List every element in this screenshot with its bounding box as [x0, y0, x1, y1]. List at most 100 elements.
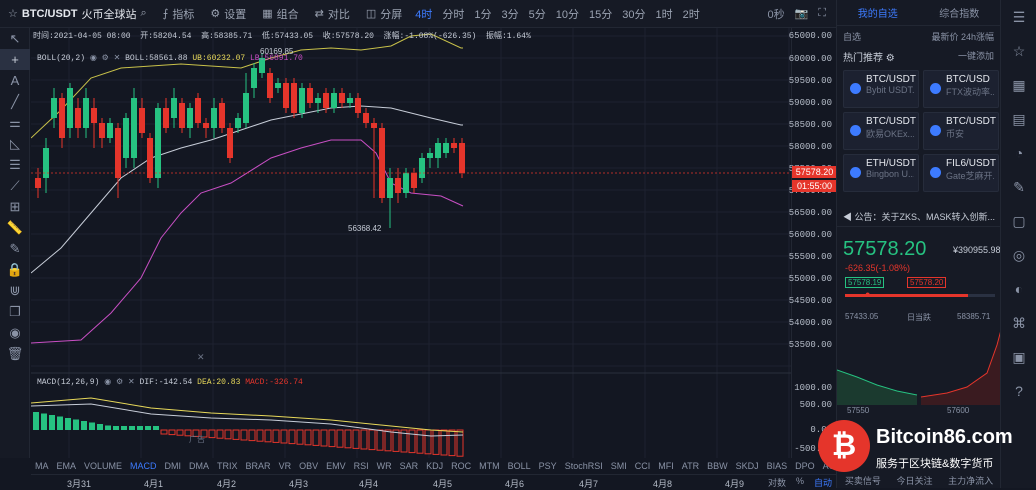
time-axis[interactable]: 对数 % 自动 3月31 4月1 4月2 4月3 4月4 4月5 4月6 4月7 4月8 4月9 [31, 474, 836, 489]
compare-button[interactable]: ⇄ 对比 [314, 8, 350, 21]
chat-icon[interactable]: ▢ [1012, 212, 1026, 229]
inflow-button[interactable]: 主力净流入 [948, 476, 994, 486]
indicator-tab-3[interactable]: MACD [130, 461, 157, 471]
eye-icon[interactable]: ◉ [104, 378, 112, 387]
timeframe-2[interactable]: 1分 [474, 8, 492, 21]
focus-button[interactable]: 今日关注 [896, 476, 933, 486]
check-icon[interactable] [850, 167, 861, 178]
indicator-tab-1[interactable]: EMA [56, 461, 77, 471]
indicator-tab-21[interactable]: CCI [634, 461, 651, 471]
check-icon[interactable] [930, 167, 941, 178]
search-icon[interactable]: ⌕ [140, 7, 147, 19]
tab-watchlist[interactable]: 我的自选 [857, 9, 898, 20]
indicator-tab-9[interactable]: OBV [299, 461, 319, 471]
star-icon[interactable]: ☆ [8, 8, 18, 20]
recommend-card[interactable]: BTC/USDT 欧易OKEx... [843, 112, 919, 150]
timeframe-8[interactable]: 1时 [655, 8, 673, 21]
hline-icon[interactable]: ☰ [9, 156, 21, 172]
boll-legend[interactable]: BOLL(20,2) ◉ ⚙ ✕ BOLL:58561.88 UB:60232.… [37, 54, 303, 63]
magnet-icon[interactable]: ⋓ [9, 282, 21, 298]
split-button[interactable]: ◫ 分屏 [365, 8, 403, 21]
fib-icon[interactable]: ⚌ [9, 114, 21, 130]
eye-icon[interactable]: ◉ [9, 324, 21, 340]
check-icon[interactable] [930, 83, 941, 94]
close-icon[interactable]: ✕ [128, 378, 135, 387]
indicator-tab-13[interactable]: SAR [399, 461, 419, 471]
indicator-tab-11[interactable]: RSI [353, 461, 369, 471]
timeframe-5[interactable]: 10分 [555, 8, 580, 21]
tab-indices[interactable]: 综合指数 [939, 9, 980, 20]
ruler-icon[interactable]: 📏 [6, 219, 24, 235]
text-icon[interactable]: A [10, 73, 20, 88]
indicator-tab-15[interactable]: ROC [451, 461, 472, 471]
recommend-card[interactable]: BTC/USDT 币安 [923, 112, 999, 150]
signal-button[interactable]: 买卖信号 [844, 476, 881, 486]
percent-scale-toggle[interactable]: % [795, 476, 804, 486]
timeframe-7[interactable]: 30分 [622, 8, 646, 21]
log-scale-toggle[interactable]: 对数 [767, 478, 786, 488]
indicator-tab-17[interactable]: BOLL [507, 461, 531, 471]
recommend-card[interactable]: BTC/USD FTX波动率... [923, 70, 999, 108]
auto-scale-toggle[interactable]: 自动 [813, 478, 832, 488]
indicator-tab-27[interactable]: DPO [795, 461, 815, 471]
indicator-tab-4[interactable]: DMI [164, 461, 182, 471]
indicator-tab-8[interactable]: VR [278, 461, 292, 471]
gear-icon[interactable]: ⚙ [101, 54, 109, 63]
indicator-tab-20[interactable]: SMI [610, 461, 627, 471]
camera-icon[interactable]: 📷 [794, 8, 809, 20]
eye-icon[interactable]: ◉ [89, 54, 97, 63]
timeframe-1[interactable]: 分时 [442, 8, 465, 21]
macd-legend[interactable]: MACD(12,26,9) ◉ ⚙ ✕ DIF:-142.54 DEA:20.8… [37, 378, 303, 387]
symbol-selector[interactable]: ☆ BTC/USDT 火币全球站 ⌕ [8, 7, 147, 21]
pattern-icon[interactable]: ⟋ [10, 177, 20, 193]
check-icon[interactable] [850, 83, 861, 94]
timeframe-6[interactable]: 15分 [589, 8, 613, 21]
indicator-tab-10[interactable]: EMV [326, 461, 346, 471]
indicator-tab-24[interactable]: BBW [707, 461, 728, 471]
pro-icon[interactable]: ▣ [1012, 348, 1026, 365]
gear-icon[interactable]: ⚙ [885, 53, 895, 64]
measure-icon[interactable]: ⊞ [9, 198, 21, 214]
indicator-tab-19[interactable]: StochRSI [564, 461, 603, 471]
compass-icon[interactable]: ◐ [1014, 281, 1024, 297]
lock-icon[interactable]: 🔒 [6, 261, 24, 277]
globe-icon[interactable]: ◎ [1012, 246, 1026, 263]
report-icon[interactable]: ▤ [1012, 110, 1026, 127]
price-chart[interactable]: 60169.85 56368.42 广告 ✕ [31, 28, 791, 458]
indicators-button[interactable]: ⨍ 指标 [162, 8, 195, 21]
recommend-card[interactable]: FIL6/USDT Gate芝麻开... [923, 154, 999, 192]
indicator-tab-22[interactable]: MFI [658, 461, 674, 471]
close-icon[interactable]: ✕ [113, 54, 121, 63]
help-icon[interactable]: ? [1015, 383, 1023, 399]
signal-icon[interactable]: ⌘ [1012, 314, 1026, 331]
indicator-tab-25[interactable]: SKDJ [735, 461, 759, 471]
indicator-tab-0[interactable]: MA [35, 461, 49, 471]
timeframe-0[interactable]: 4时 [415, 8, 433, 21]
indicator-tab-5[interactable]: DMA [189, 461, 210, 471]
check-icon[interactable] [930, 125, 941, 136]
indicator-tab-23[interactable]: ATR [681, 461, 700, 471]
settings-button[interactable]: ⚙ 设置 [210, 8, 247, 21]
indicator-tab-26[interactable]: BIAS [766, 461, 788, 471]
indicator-tab-2[interactable]: VOLUME [84, 461, 123, 471]
indicator-tab-7[interactable]: BRAR [245, 461, 271, 471]
alert-icon[interactable]: ◔ [1014, 145, 1024, 161]
indicator-tab-16[interactable]: MTM [479, 461, 500, 471]
triangle-icon[interactable]: ◺ [10, 135, 20, 151]
check-icon[interactable] [850, 125, 861, 136]
timeframe-9[interactable]: 2时 [682, 8, 700, 21]
price-axis[interactable]: 65000.00 60000.00 59500.00 59000.00 58500.00… [789, 28, 837, 458]
crosshair-icon[interactable]: + [0, 49, 30, 70]
gear-icon[interactable]: ⚙ [116, 378, 124, 387]
add-all-button[interactable]: 一键添加 [957, 51, 994, 61]
layers-icon[interactable]: ❐ [9, 303, 21, 319]
indicator-tab-12[interactable]: WR [376, 461, 392, 471]
brush-icon[interactable]: ✎ [9, 240, 21, 256]
recommend-card[interactable]: ETH/USDT Bingbon U... [843, 154, 919, 192]
trash-icon[interactable]: 🗑 [6, 345, 24, 361]
indicator-tab-6[interactable]: TRIX [217, 461, 238, 471]
trendline-icon[interactable]: ╱ [11, 93, 19, 109]
calendar-icon[interactable]: ▦ [1012, 76, 1026, 93]
notice-bar[interactable]: ◀ 公告：关于ZKS、MASK转入创新... [843, 212, 996, 222]
